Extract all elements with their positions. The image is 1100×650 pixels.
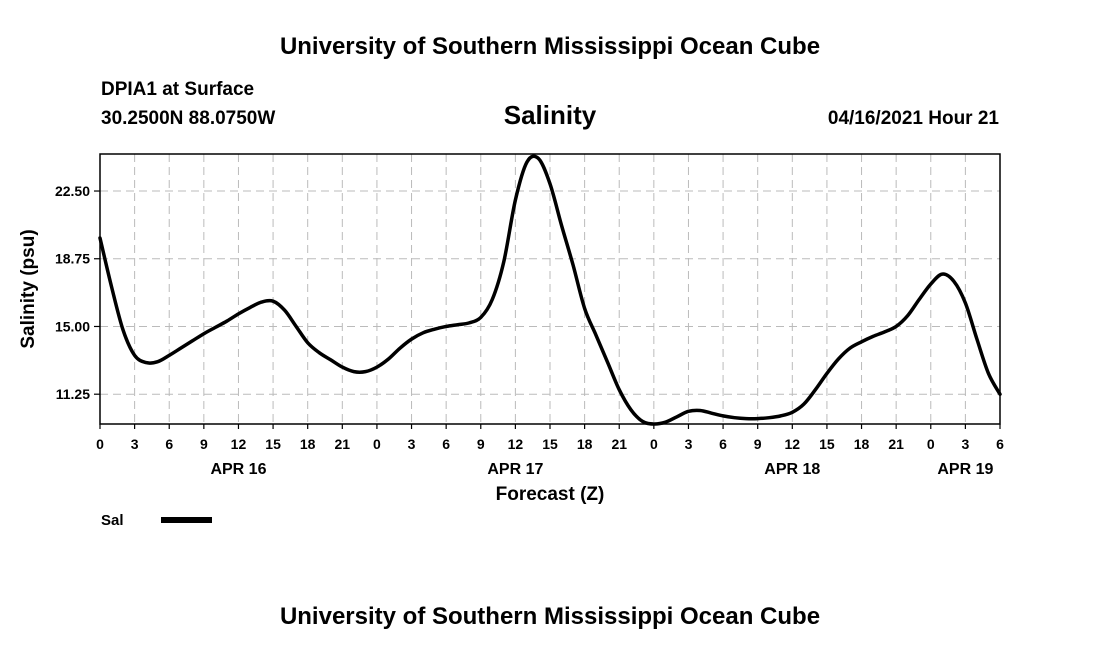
x-tick-label: 18: [300, 436, 316, 452]
x-tick-label: 6: [996, 436, 1004, 452]
y-tick-label: 11.25: [56, 386, 90, 402]
legend-label: Sal: [101, 512, 124, 529]
chart-title: Salinity: [504, 100, 597, 130]
x-tick-label: 3: [685, 436, 693, 452]
x-tick-label: 3: [131, 436, 139, 452]
x-tick-label: 0: [373, 436, 381, 452]
date-label: APR 19: [937, 461, 993, 478]
y-axis-ticks: 11.25 15.00 18.75 22.50: [55, 183, 100, 402]
datetime-label: 04/16/2021 Hour 21: [828, 108, 1000, 129]
x-tick-label: 12: [231, 436, 247, 452]
date-label: APR 17: [487, 461, 543, 478]
grid-lines: [100, 154, 1000, 424]
x-tick-label: 9: [200, 436, 208, 452]
y-tick-label: 15.00: [55, 318, 90, 334]
x-tick-label: 12: [508, 436, 524, 452]
x-tick-label: 18: [577, 436, 593, 452]
x-tick-label: 15: [819, 436, 835, 452]
y-axis-label: Salinity (psu): [18, 229, 39, 348]
x-tick-label: 0: [650, 436, 658, 452]
x-axis-label: Forecast (Z): [496, 484, 605, 505]
coords-label: 30.2500N 88.0750W: [101, 108, 275, 129]
date-labels: APR 16 APR 17 APR 18 APR 19: [210, 461, 993, 478]
series-line-sal: [98, 154, 1002, 426]
x-tick-label: 21: [888, 436, 904, 452]
bottom-title: University of Southern Mississippi Ocean…: [280, 603, 820, 630]
x-tick-label: 21: [335, 436, 351, 452]
station-label: DPIA1 at Surface: [101, 79, 254, 100]
x-tick-label: 12: [785, 436, 801, 452]
x-tick-label: 21: [611, 436, 627, 452]
x-tick-label: 18: [854, 436, 870, 452]
x-tick-label: 3: [961, 436, 969, 452]
date-label: APR 16: [210, 461, 266, 478]
top-title: University of Southern Mississippi Ocean…: [280, 33, 820, 60]
x-tick-label: 6: [442, 436, 450, 452]
x-axis-ticks: 0 3 6 9 12 15 18 21 0 3 6 9 12 15 18 21 0 3 6 9 12 15 18 21 0 3 6: [96, 424, 1004, 452]
y-tick-label: 22.50: [55, 183, 90, 199]
legend-swatch: [161, 517, 212, 523]
x-tick-label: 0: [96, 436, 104, 452]
x-tick-label: 15: [542, 436, 558, 452]
x-tick-label: 6: [165, 436, 173, 452]
x-tick-label: 3: [408, 436, 416, 452]
x-tick-label: 6: [719, 436, 727, 452]
x-tick-label: 9: [754, 436, 762, 452]
x-tick-label: 0: [927, 436, 935, 452]
x-tick-label: 15: [265, 436, 281, 452]
x-tick-label: 9: [477, 436, 485, 452]
plot-frame: [99, 153, 1001, 425]
y-tick-label: 18.75: [55, 251, 90, 267]
date-label: APR 18: [764, 461, 820, 478]
